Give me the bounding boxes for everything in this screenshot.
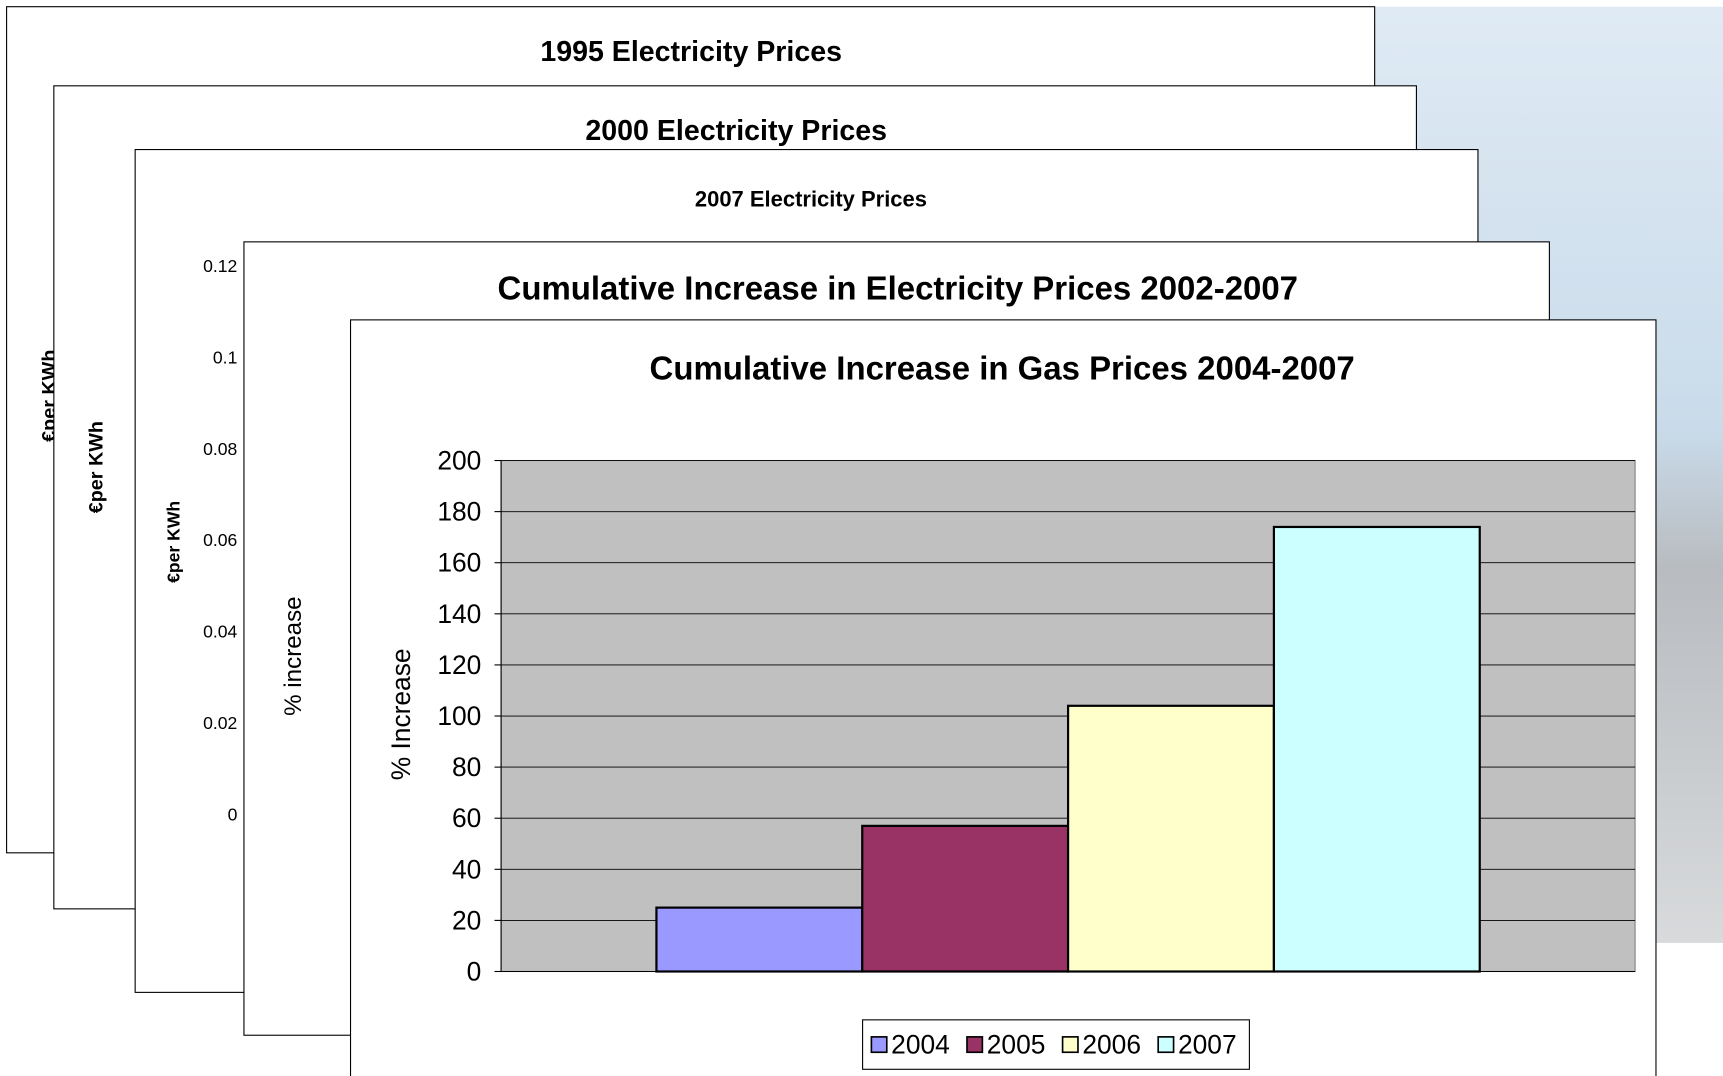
legend-swatch — [1063, 1037, 1078, 1052]
y-axis-label: €per KWh — [86, 421, 108, 513]
y-tick-label: 60 — [452, 803, 481, 833]
y-tick-label: 0 — [467, 956, 482, 986]
y-tick-label: 0.1 — [213, 347, 237, 367]
chart-title: Cumulative Increase in Electricity Price… — [498, 270, 1298, 307]
y-tick-label: 180 — [437, 497, 481, 527]
y-tick-label: 40 — [452, 854, 481, 884]
bar — [1274, 527, 1480, 972]
chart-title: 2000 Electricity Prices — [585, 115, 887, 147]
y-tick-label: 0 — [228, 804, 238, 824]
y-axis-label: €per KWh — [164, 501, 184, 583]
y-tick-label: 20 — [452, 905, 481, 935]
bar — [862, 826, 1068, 972]
y-tick-label: 100 — [437, 701, 481, 731]
legend-swatch — [967, 1037, 982, 1052]
legend-label: 2004 — [891, 1030, 950, 1060]
y-tick-label: 0.12 — [203, 256, 237, 276]
legend-swatch — [1158, 1037, 1173, 1052]
bar — [656, 908, 862, 972]
slide: 1995 Electricity Prices €per KWh 2000 Elec… — [0, 0, 1723, 1076]
y-tick-label: 120 — [437, 650, 481, 680]
chart-title: 1995 Electricity Prices — [540, 36, 842, 68]
y-tick-label: 0.02 — [203, 713, 237, 733]
y-tick-label: 80 — [452, 752, 481, 782]
y-tick-label: 0.04 — [203, 622, 237, 642]
chart-title: Cumulative Increase in Gas Prices 2004-2… — [650, 350, 1355, 387]
y-tick-label: 160 — [437, 548, 481, 578]
y-tick-label: 0.06 — [203, 530, 237, 550]
legend-label: 2006 — [1082, 1030, 1141, 1060]
chart-title: 2007 Electricity Prices — [695, 187, 927, 212]
legend-swatch — [871, 1037, 886, 1052]
legend-label: 2007 — [1178, 1030, 1237, 1060]
legend-label: 2005 — [987, 1030, 1046, 1060]
y-tick-label: 140 — [437, 599, 481, 629]
y-axis-label: % increase — [280, 596, 307, 716]
y-tick-label: 200 — [437, 446, 481, 476]
y-axis-label: % Increase — [386, 648, 416, 780]
y-tick-label: 0.08 — [203, 439, 237, 459]
page: 1995 Electricity Prices €per KWh 2000 Elec… — [0, 0, 1723, 1076]
bar — [1068, 706, 1274, 972]
